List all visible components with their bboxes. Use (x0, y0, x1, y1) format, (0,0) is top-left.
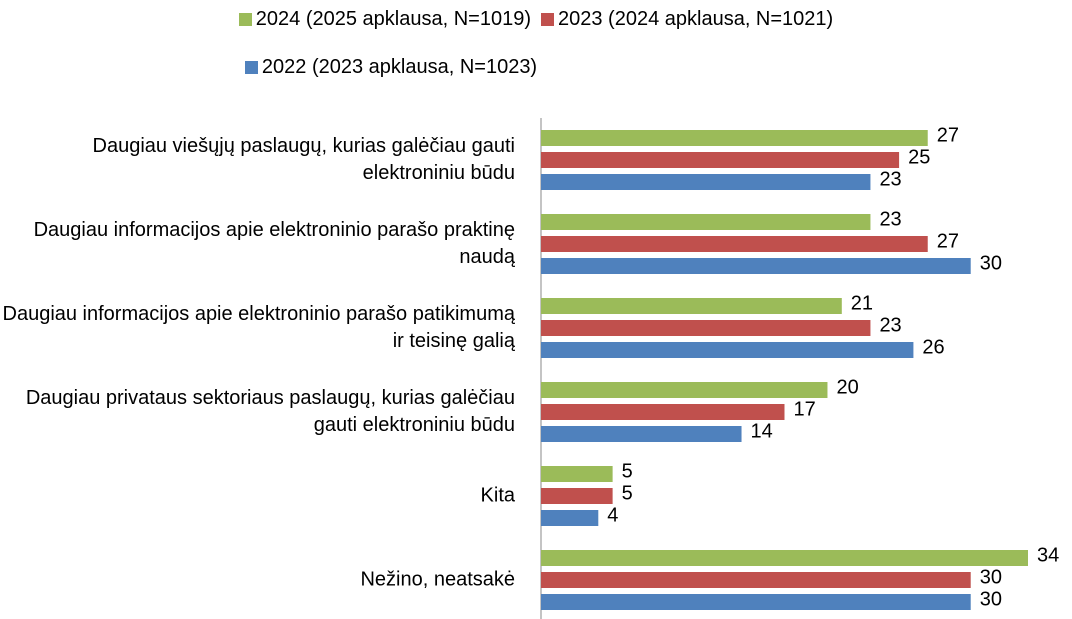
category-label: Daugiau viešųjų paslaugų, kurias galėčia… (92, 135, 516, 184)
bar (541, 152, 900, 168)
data-label: 21 (851, 292, 873, 314)
legend-label: 2023 (2024 apklausa, N=1021) (558, 8, 834, 30)
legend-item: 2024 (2025 apklausa, N=1019) (238, 8, 531, 31)
bar (541, 258, 971, 274)
legend-swatch (244, 61, 258, 74)
bar (541, 342, 914, 358)
legend-label: 2022 (2023 apklausa, N=1023) (261, 56, 538, 78)
bar (541, 426, 742, 442)
bar (541, 320, 871, 336)
category-label: Daugiau privataus sektoriaus paslaugų, k… (25, 387, 515, 436)
data-label: 30 (980, 252, 1002, 274)
legend-item: 2023 (2024 apklausa, N=1021) (541, 8, 833, 31)
data-label: 26 (922, 336, 944, 358)
data-label: 20 (836, 376, 858, 398)
data-label: 23 (879, 314, 901, 336)
data-label: 30 (980, 566, 1002, 588)
data-label: 23 (879, 168, 901, 190)
legend-label: 2024 (2025 apklausa, N=1019) (255, 8, 531, 30)
bar (541, 214, 871, 230)
data-label: 5 (622, 460, 633, 482)
bar (541, 382, 828, 398)
legend: 2024 (2025 apklausa, N=1019) 2023 (2024 a… (0, 8, 1072, 31)
bar (541, 572, 971, 588)
data-label: 5 (622, 482, 633, 504)
bar (541, 404, 785, 420)
bar (541, 510, 599, 526)
data-label: 34 (1037, 544, 1059, 566)
bar (541, 298, 842, 314)
category-label: Nežino, neatsakė (360, 568, 515, 591)
bar (541, 130, 928, 146)
data-label: 25 (908, 146, 930, 168)
category-label: Daugiau informacijos apie elektroninio p… (2, 303, 516, 352)
data-label: 27 (937, 230, 959, 252)
bar (541, 466, 613, 482)
bar (541, 174, 871, 190)
category-label: Daugiau informacijos apie elektroninio p… (33, 219, 515, 268)
bar (541, 550, 1028, 566)
bar (541, 594, 971, 610)
category-label: Kita (480, 484, 515, 507)
data-label: 23 (879, 208, 901, 230)
data-label: 17 (794, 398, 816, 420)
bar (541, 236, 928, 252)
data-label: 27 (937, 124, 959, 146)
legend: 2022 (2023 apklausa, N=1023) (0, 56, 927, 79)
data-label: 14 (751, 420, 773, 442)
legend-swatch (238, 13, 252, 26)
data-label: 4 (607, 504, 618, 526)
data-label: 30 (980, 588, 1002, 610)
legend-swatch (541, 13, 554, 26)
legend-item: 2022 (2023 apklausa, N=1023) (244, 56, 538, 79)
bar (541, 488, 613, 504)
